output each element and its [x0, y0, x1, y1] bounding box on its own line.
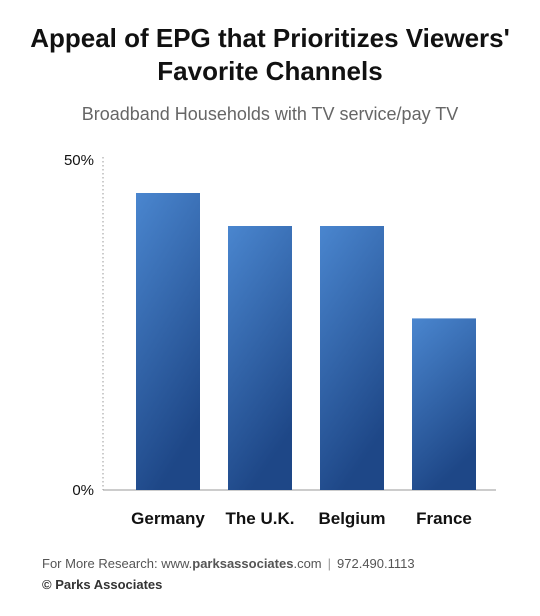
bar-the-u-k [228, 226, 292, 490]
footer-phone: 972.490.1113 [337, 556, 415, 571]
bar-belgium [320, 226, 384, 490]
chart-title: Appeal of EPG that Prioritizes Viewers' … [0, 22, 540, 88]
footer-copyright: © Parks Associates [42, 577, 163, 592]
x-tick-label: Germany [131, 509, 205, 528]
chart-title-line-2: Favorite Channels [157, 56, 383, 86]
footer-site-suffix: .com [293, 556, 322, 571]
x-tick-label: Belgium [318, 509, 385, 528]
bar-germany [136, 193, 200, 490]
bar-france [412, 318, 476, 490]
bars-group [136, 193, 476, 490]
footer-site-link[interactable]: parksassociates [192, 556, 294, 571]
x-tick-label: The U.K. [226, 509, 295, 528]
y-tick-label-max: 50% [64, 152, 94, 169]
y-tick-label-zero: 0% [72, 482, 94, 499]
footer-research-prefix: For More Research: www. [42, 556, 193, 571]
footer-research-line: For More Research: www.parksassociates.c… [42, 553, 415, 574]
x-tick-label: France [416, 509, 472, 528]
chart-subtitle: Broadband Households with TV service/pay… [81, 104, 459, 124]
footer-separator: | [327, 556, 332, 571]
footer: For More Research: www.parksassociates.c… [42, 553, 415, 595]
chart-title-line-1: Appeal of EPG that Prioritizes Viewers' [30, 23, 510, 53]
x-tick-labels-group: Germany The U.K. Belgium France [131, 509, 472, 528]
